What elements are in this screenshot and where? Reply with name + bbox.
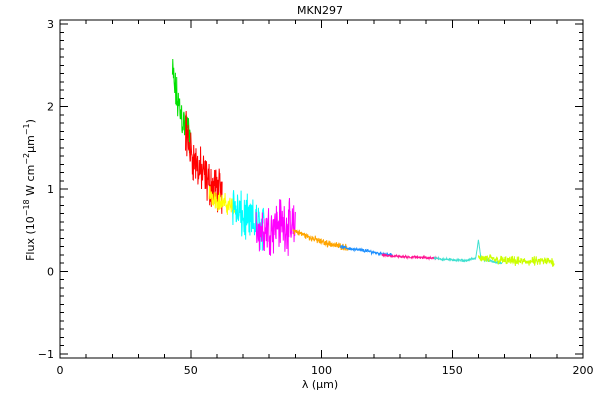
y-axis-label-sup: −18 — [22, 199, 31, 216]
y-axis-label-part: μm — [24, 135, 37, 153]
x-tick-label: 100 — [311, 364, 332, 377]
y-tick-label: 3 — [47, 18, 54, 31]
series-layer — [171, 59, 555, 267]
y-tick-label: 0 — [47, 265, 54, 278]
series-line-10 — [477, 254, 555, 267]
x-tick-label: 0 — [57, 364, 64, 377]
y-axis-label-part: ) — [24, 119, 37, 123]
series-line-9 — [433, 239, 503, 265]
x-tick-label: 50 — [184, 364, 198, 377]
chart-title: MKN297 — [297, 4, 343, 17]
y-axis-label: Flux (10−18 W cm−2μm−1) — [22, 119, 37, 261]
series-line-2 — [185, 111, 223, 214]
y-axis-label-sup: −2 — [22, 153, 31, 165]
y-tick-label: −1 — [38, 348, 54, 361]
series-line-4 — [232, 190, 265, 251]
series-line-7 — [339, 244, 393, 257]
x-tick-label: 150 — [442, 364, 463, 377]
y-tick-label: 1 — [47, 183, 54, 196]
series-line-8 — [381, 253, 440, 261]
x-axis-label: λ (μm) — [302, 378, 338, 391]
y-axis-label-sup: −1 — [22, 123, 31, 135]
y-axis-label-part: W cm — [24, 165, 37, 200]
plot-frame — [59, 19, 584, 359]
series-line-3 — [208, 185, 236, 215]
x-tick-label: 200 — [573, 364, 594, 377]
y-tick-label: 2 — [47, 101, 54, 114]
series-line-5 — [255, 197, 296, 256]
series-line-6 — [292, 228, 349, 251]
series-line-1 — [171, 59, 192, 154]
y-axis-label-part: Flux (10 — [24, 216, 37, 261]
